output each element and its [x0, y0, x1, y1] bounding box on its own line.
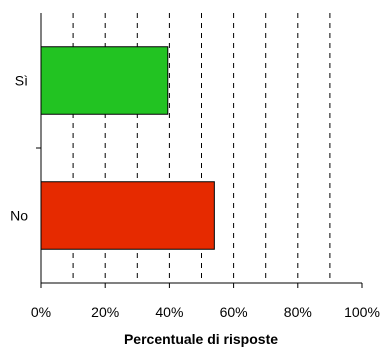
x-tick-label: 80% [284, 304, 312, 320]
bar-no [40, 181, 215, 250]
x-tick-label: 0% [31, 304, 51, 320]
y-tick-label: No [10, 208, 28, 224]
axis-layer: Sì No 0% 20% 40% 60% 80% 100% [10, 13, 380, 320]
x-tick-label: 60% [220, 304, 248, 320]
x-tick-label: 100% [344, 304, 380, 320]
x-tick-label: 40% [155, 304, 183, 320]
bar-layer [40, 46, 215, 250]
x-axis-title: Percentuale di risposte [124, 331, 278, 347]
x-tick-label: 20% [91, 304, 119, 320]
bar-si [40, 46, 169, 115]
y-tick-label: Sì [15, 73, 28, 89]
